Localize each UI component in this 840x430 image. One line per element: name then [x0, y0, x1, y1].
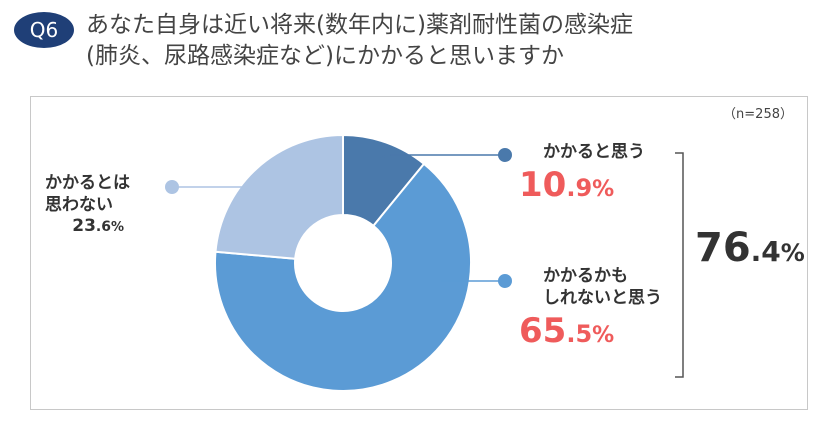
label-get-value: 10.9%	[519, 165, 645, 205]
label-combined-int: 76	[695, 225, 751, 271]
label-not-get-line-1: かかるとは	[45, 173, 130, 193]
label-get-value-dec: .9	[566, 174, 593, 202]
label-not-get-value-int: 23	[72, 216, 96, 236]
label-get-value-int: 10	[519, 165, 567, 205]
combined-bracket	[675, 152, 684, 378]
question-title-line-2: (肺炎、尿路感染症など)にかかると思いますか	[86, 43, 564, 69]
question-title: あなた自身は近い将来(数年内に)薬剤耐性菌の感染症 (肺炎、尿路感染症など)にか…	[86, 10, 816, 72]
sample-size-label: （n=258）	[723, 107, 793, 122]
question-badge: Q6	[14, 12, 74, 48]
leader-get-diag	[380, 154, 391, 159]
label-maybe-value-dec: .5	[566, 320, 593, 348]
label-maybe-line-1: かかるかも	[543, 266, 628, 286]
leader-not-get-dot	[165, 180, 179, 194]
label-maybe: かかるかも しれないと思う 65.5%	[519, 265, 662, 351]
label-get: かかると思う 10.9%	[519, 141, 645, 205]
label-maybe-value-int: 65	[519, 311, 567, 351]
donut-chart	[165, 133, 684, 392]
question-title-line-1: あなた自身は近い将来(数年内に)薬剤耐性菌の感染症	[86, 12, 633, 38]
label-maybe-line-2: しれないと思う	[543, 288, 662, 308]
label-maybe-value-unit: %	[592, 323, 615, 348]
leader-get-dot	[498, 148, 512, 162]
label-maybe-value: 65.5%	[519, 311, 662, 351]
label-combined-unit: %	[780, 239, 805, 267]
slice-maybe	[214, 162, 472, 392]
label-combined-total: 76.4%	[695, 225, 805, 271]
leader-lines	[165, 148, 684, 378]
label-not-get-value-unit: %	[110, 220, 124, 235]
label-not-get-value-dec: .6	[95, 219, 111, 235]
label-not-get-line-2: 思わない	[45, 195, 113, 215]
leader-maybe-dot	[498, 274, 512, 288]
label-combined-dec: .4	[750, 235, 781, 268]
chart-panel: （n=258） かかるとは 思わない 23.6% かかると思う 10.9% かか…	[30, 96, 808, 410]
slice-not-get	[214, 133, 344, 260]
label-get-line-1: かかると思う	[543, 142, 645, 162]
label-get-value-unit: %	[592, 177, 615, 202]
label-not-get: かかるとは 思わない 23.6%	[45, 172, 130, 236]
label-not-get-value: 23.6%	[45, 216, 130, 236]
donut-slices	[214, 133, 472, 392]
